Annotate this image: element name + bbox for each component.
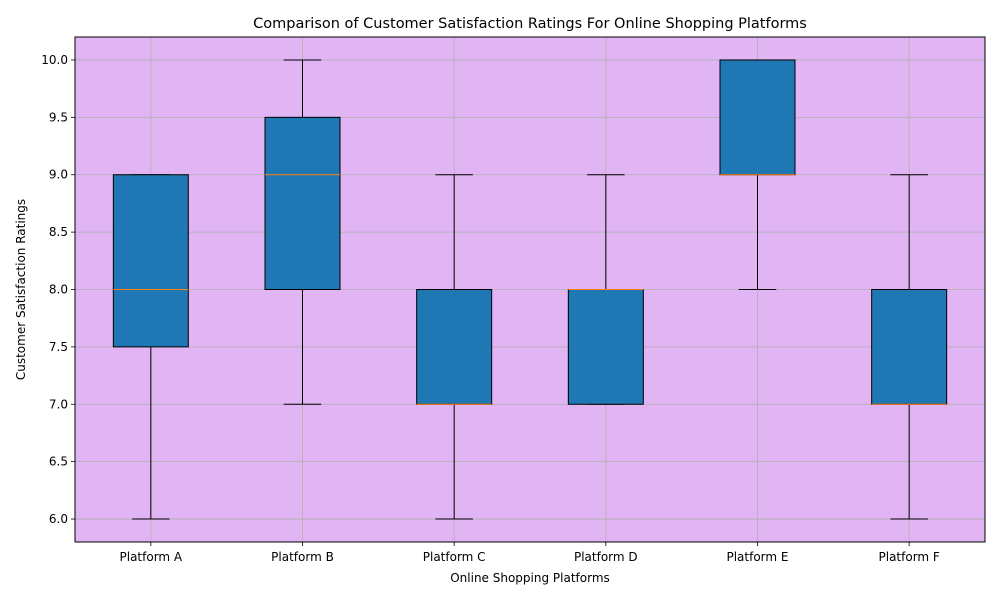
y-axis-ticks: 6.0 6.5 7.0 7.5 8.0 8.5 9.0 9.5 10.0 [41, 53, 75, 526]
iqr-box [112, 174, 189, 348]
x-tick-label: Platform B [271, 550, 334, 564]
iqr-box [567, 289, 644, 405]
iqr-box [719, 59, 796, 176]
box-platform-e [719, 59, 796, 290]
x-axis-label: Online Shopping Platforms [450, 571, 610, 585]
y-tick-label: 6.5 [49, 455, 68, 469]
y-tick-label: 7.0 [49, 397, 68, 411]
y-tick-label: 9.0 [49, 168, 68, 182]
y-tick-label: 8.0 [49, 283, 68, 297]
y-tick-label: 10.0 [41, 53, 68, 67]
y-tick-label: 9.5 [49, 110, 68, 124]
x-tick-label: Platform F [879, 550, 940, 564]
box-platform-f [871, 174, 948, 520]
box-platform-a [112, 174, 189, 520]
y-tick-label: 6.0 [49, 512, 68, 526]
chart-title: Comparison of Customer Satisfaction Rati… [253, 16, 807, 32]
x-tick-label: Platform E [726, 550, 788, 564]
box-platform-b [264, 59, 341, 405]
iqr-box [871, 289, 948, 405]
y-axis-label: Customer Satisfaction Ratings [14, 199, 28, 380]
box-platform-c [416, 174, 493, 520]
box-platform-d [567, 174, 644, 405]
x-tick-label: Platform A [120, 550, 183, 564]
x-axis-ticks: Platform A Platform B Platform C Platform D… [120, 542, 940, 564]
x-tick-label: Platform C [423, 550, 486, 564]
y-tick-label: 8.5 [49, 225, 68, 239]
iqr-box [264, 116, 341, 290]
boxes-group [112, 59, 948, 520]
iqr-box [416, 289, 493, 405]
y-tick-label: 7.5 [49, 340, 68, 354]
x-tick-label: Platform D [574, 550, 638, 564]
